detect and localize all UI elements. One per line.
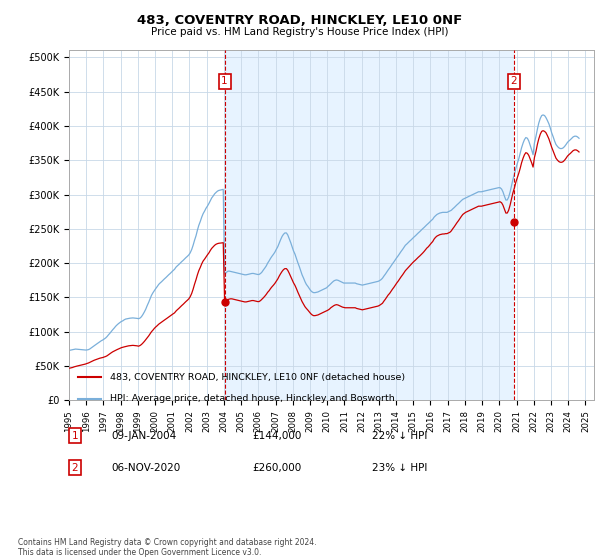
Text: HPI: Average price, detached house, Hinckley and Bosworth: HPI: Average price, detached house, Hinc…: [110, 394, 395, 403]
Text: 23% ↓ HPI: 23% ↓ HPI: [372, 463, 427, 473]
Text: 483, COVENTRY ROAD, HINCKLEY, LE10 0NF: 483, COVENTRY ROAD, HINCKLEY, LE10 0NF: [137, 14, 463, 27]
Text: 1: 1: [221, 76, 228, 86]
Text: 483, COVENTRY ROAD, HINCKLEY, LE10 0NF (detached house): 483, COVENTRY ROAD, HINCKLEY, LE10 0NF (…: [110, 373, 405, 382]
Bar: [224, 50, 514, 400]
Text: Price paid vs. HM Land Registry's House Price Index (HPI): Price paid vs. HM Land Registry's House …: [151, 27, 449, 37]
Text: £260,000: £260,000: [252, 463, 301, 473]
Text: 2: 2: [71, 463, 79, 473]
Text: £144,000: £144,000: [252, 431, 301, 441]
Text: 09-JAN-2004: 09-JAN-2004: [111, 431, 176, 441]
Text: 2: 2: [511, 76, 517, 86]
Text: 1: 1: [71, 431, 79, 441]
Text: 22% ↓ HPI: 22% ↓ HPI: [372, 431, 427, 441]
Text: 06-NOV-2020: 06-NOV-2020: [111, 463, 180, 473]
Text: Contains HM Land Registry data © Crown copyright and database right 2024.
This d: Contains HM Land Registry data © Crown c…: [18, 538, 317, 557]
